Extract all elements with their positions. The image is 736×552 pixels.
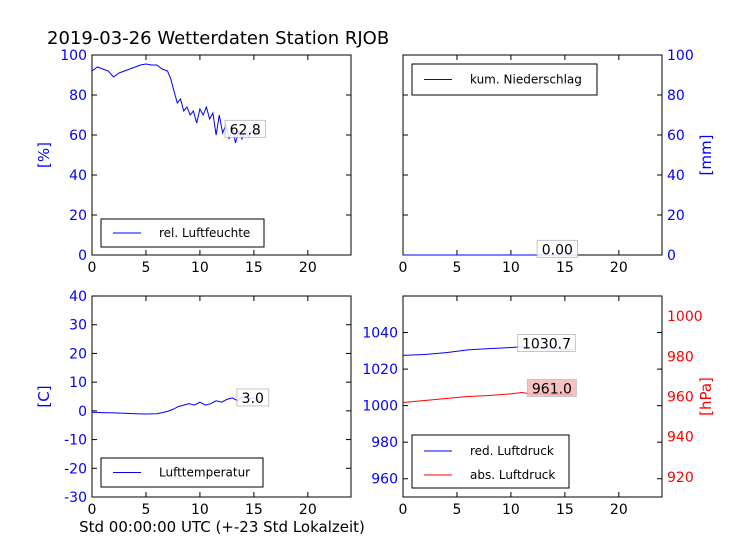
y-tick-label: 960 — [371, 472, 398, 488]
y-tick-label: 40 — [69, 289, 87, 305]
footer-xlabel: Std 00:00:00 UTC (+-23 Std Lokalzeit) — [79, 518, 365, 536]
x-tick-label: 0 — [88, 502, 97, 518]
x-tick-label: 10 — [191, 502, 209, 518]
y-tick-label: -10 — [64, 433, 87, 449]
y2-tick-label: 980 — [667, 349, 694, 365]
y-axis-label: [hPa] — [697, 377, 715, 416]
y-tick-label: 10 — [69, 375, 87, 391]
y-tick-label: 80 — [667, 88, 685, 104]
legend-frame — [411, 434, 570, 489]
y-tick-label: 0 — [667, 248, 676, 264]
y-tick-label: 980 — [371, 435, 398, 451]
y-tick-label: 60 — [69, 128, 87, 144]
legend-label-0: kum. Niederschlag — [470, 73, 582, 87]
plot-frame — [91, 54, 352, 256]
x-tick-label: 10 — [502, 260, 520, 276]
value-annotation-box — [536, 239, 579, 258]
y-tick-label: 20 — [69, 346, 87, 362]
x-tick-label: 10 — [502, 502, 520, 518]
value-annotation-2-box — [526, 378, 577, 397]
x-tick-label: 20 — [610, 502, 628, 518]
y-axis-label: [C] — [35, 385, 53, 407]
y-tick-label: 40 — [667, 168, 685, 184]
value-annotation-2: 961.0 — [532, 381, 572, 397]
x-tick-label: 5 — [452, 502, 461, 518]
x-tick-label: 5 — [141, 502, 150, 518]
y2-tick-label: 920 — [667, 470, 694, 486]
value-annotation-box — [224, 119, 266, 138]
y-axis-label: [mm] — [697, 135, 715, 176]
x-tick-label: 5 — [452, 260, 461, 276]
x-tick-label: 0 — [88, 260, 97, 276]
x-tick-label: 15 — [556, 260, 574, 276]
panel-humidity: 0 5 10 15 20 0 20 40 60 80 100 [%] 62.8 rel. Luftfeuc… — [35, 48, 352, 276]
y-tick-label: 100 — [60, 48, 87, 64]
y2-tick-label: 940 — [667, 430, 694, 446]
legend: Lufttemperatur — [100, 457, 264, 488]
x-tick-label: 15 — [245, 502, 263, 518]
x-tick-label: 5 — [141, 260, 150, 276]
y-tick-label: 1040 — [362, 326, 398, 342]
y-tick-label: 60 — [667, 128, 685, 144]
legend: red. Luftdruck abs. Luftdruck — [411, 434, 570, 489]
y-tick-label: 1000 — [362, 399, 398, 415]
x-tick-label: 0 — [399, 260, 408, 276]
legend: rel. Luftfeuchte — [100, 218, 265, 248]
y-tick-label: 80 — [69, 88, 87, 104]
panel-temperature: 0 5 10 15 20 -30 -20 -10 0 10 20 30 40 [C] 3.0 Lufttemp… — [35, 289, 352, 518]
y-tick-label: 20 — [667, 208, 685, 224]
x-tick-label: 20 — [299, 260, 317, 276]
legend: kum. Niederschlag — [411, 63, 598, 96]
y-tick-label: -30 — [64, 490, 87, 506]
legend-label-1: abs. Luftdruck — [470, 468, 555, 482]
value-annotation-box — [517, 334, 576, 353]
y-tick-label: 1020 — [362, 362, 398, 378]
y-tick-label: 40 — [69, 168, 87, 184]
value-annotation: 62.8 — [230, 122, 261, 138]
legend-label-0: red. Luftdruck — [470, 444, 554, 458]
chart-title: 2019-03-26 Wetterdaten Station RJOB — [47, 28, 389, 49]
y-tick-label: 20 — [69, 208, 87, 224]
y2-tick-label: 1000 — [667, 309, 703, 325]
plot-frame — [91, 295, 352, 498]
x-tick-label: 10 — [191, 260, 209, 276]
value-annotation: 3.0 — [242, 391, 264, 407]
y-axis-label: [%] — [35, 142, 53, 168]
y-tick-label: 0 — [78, 404, 87, 420]
value-annotation: 1030.7 — [522, 337, 571, 353]
x-tick-label: 15 — [556, 502, 574, 518]
value-annotation-box — [236, 388, 270, 407]
x-tick-label: 0 — [399, 502, 408, 518]
x-tick-label: 15 — [245, 260, 263, 276]
panel-pressure: 0 5 10 15 20 960 980 1000 1020 1040 920 940 960 980 10… — [362, 295, 715, 518]
legend-label-0: rel. Luftfeuchte — [159, 226, 250, 240]
y2-tick-label: 960 — [667, 390, 694, 406]
y-tick-label: 100 — [667, 48, 694, 64]
x-tick-label: 20 — [610, 260, 628, 276]
panel-precip: 0 5 10 15 20 0 20 40 60 80 100 [mm] 0.00 kum. Nieders… — [399, 48, 715, 276]
legend-label-0: Lufttemperatur — [159, 466, 250, 480]
x-tick-label: 20 — [299, 502, 317, 518]
y-tick-label: 0 — [78, 248, 87, 264]
value-annotation: 0.00 — [542, 242, 573, 258]
y-tick-label: -20 — [64, 461, 87, 477]
plot-frame — [402, 295, 663, 498]
y-tick-label: 30 — [69, 318, 87, 334]
